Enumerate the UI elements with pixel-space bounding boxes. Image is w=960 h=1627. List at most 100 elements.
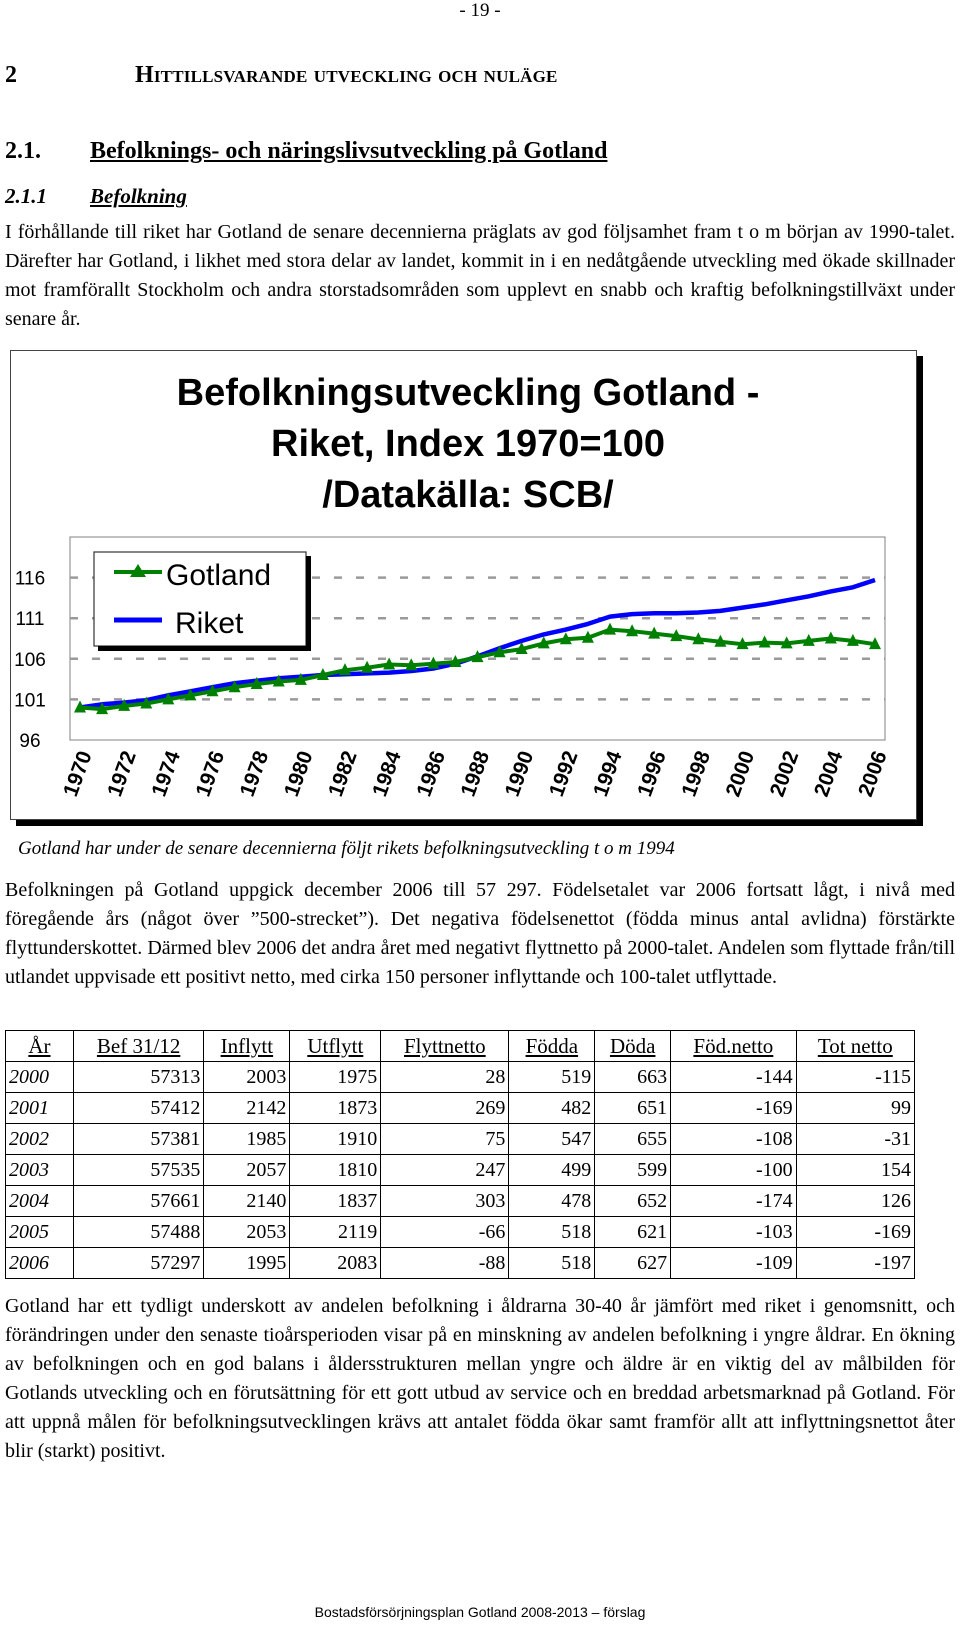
gotland-marker	[339, 663, 351, 676]
gotland-marker	[692, 632, 705, 645]
gotland-marker	[184, 688, 197, 701]
section-title: Befolknings- och näringslivsutveckling p…	[90, 138, 608, 164]
gotland-marker	[471, 650, 484, 663]
table-cell: -169	[795, 1216, 916, 1248]
page-number: - 19 -	[459, 0, 501, 21]
gotland-marker	[869, 637, 881, 650]
table-row: 2005 57488 2053 2119 -66 518 621 -103 -169	[5, 1216, 916, 1248]
x-tick-label: 2004	[810, 748, 848, 800]
section-heading: 2.1. Befolknings- och näringslivsutveckli…	[5, 138, 607, 165]
table-cell: -169	[670, 1092, 797, 1124]
table-row: 2006 57297 1995 2083 -88 518 627 -109 -197	[5, 1247, 916, 1279]
gotland-marker	[316, 668, 329, 681]
table-header-cell: Döda	[594, 1030, 672, 1062]
table-header-cell: Föd.netto	[670, 1030, 797, 1062]
table-cell: 247	[380, 1154, 510, 1186]
chart-caption: Gotland har under de senare decennierna …	[18, 838, 675, 859]
section-number: 2.1.	[5, 138, 41, 164]
table-cell: -66	[380, 1216, 510, 1248]
gotland-marker	[714, 634, 727, 647]
table-body: 2000 57313 2003 1975 28 519 663 -144 -115 2001 574…	[5, 1061, 916, 1279]
table-cell: -109	[670, 1247, 797, 1279]
table-cell: 57661	[72, 1185, 205, 1217]
x-tick-label: 1974	[147, 748, 185, 800]
table-cell: 482	[508, 1092, 596, 1124]
gotland-marker	[74, 700, 86, 713]
table-cell: 547	[508, 1123, 596, 1155]
x-tick-label: 1976	[192, 748, 230, 800]
table-row: 2000 57313 2003 1975 28 519 663 -144 -115	[5, 1061, 916, 1093]
gotland-marker	[758, 635, 771, 648]
table-cell: 28	[380, 1061, 510, 1093]
table-year-cell: 2000	[5, 1061, 74, 1093]
gotland-marker	[250, 676, 263, 689]
table-cell: 57488	[72, 1216, 205, 1248]
table-cell: 663	[594, 1061, 672, 1093]
table-cell: 1873	[289, 1092, 382, 1124]
table-cell: -115	[795, 1061, 916, 1093]
gotland-marker	[846, 633, 859, 646]
x-axis-ticks: 1970 1972 1974 1976 1978 1980 1982 1984 1986 1988…	[59, 748, 892, 800]
chart-legend: Gotland Riket	[93, 551, 311, 651]
chart-title-line: Befolkningsutveckling Gotland -	[177, 372, 760, 414]
table-header-cell: Utflytt	[289, 1030, 382, 1062]
table-year-cell: 2003	[5, 1154, 74, 1186]
y-axis-ticks: 96 101 106 111 116	[14, 569, 46, 752]
table-cell: 2140	[203, 1185, 291, 1217]
table-cell: 2057	[203, 1154, 291, 1186]
table-year-cell: 2006	[5, 1247, 74, 1279]
table-cell: 2083	[289, 1247, 382, 1279]
table-year-cell: 2004	[5, 1185, 74, 1217]
table-cell: 1995	[203, 1247, 291, 1279]
gotland-marker	[736, 637, 749, 650]
chart-title: Befolkningsutveckling Gotland - Riket, In…	[177, 372, 760, 516]
x-tick-label: 2006	[854, 748, 892, 800]
chart-title-line: /Datakälla: SCB/	[322, 474, 614, 516]
table-cell: 1810	[289, 1154, 382, 1186]
x-tick-label: 1994	[589, 748, 627, 800]
table-cell: 478	[508, 1185, 596, 1217]
x-tick-label: 2002	[766, 748, 804, 800]
table-cell: 627	[594, 1247, 672, 1279]
table-header-cell: Bef 31/12	[72, 1030, 205, 1062]
chapter-heading: 2 Hittillsvarande utveckling och nuläge	[5, 62, 558, 89]
gotland-marker	[449, 655, 462, 668]
x-tick-label: 1978	[236, 748, 274, 800]
table-cell: 621	[594, 1216, 672, 1248]
x-tick-label: 1992	[545, 748, 583, 800]
table-header-cell: Födda	[508, 1030, 596, 1062]
table-cell: -197	[795, 1247, 916, 1279]
table-header-cell: År	[5, 1030, 74, 1062]
table-cell: 269	[380, 1092, 510, 1124]
table-header-cell: Tot netto	[795, 1030, 916, 1062]
x-tick-label: 1982	[324, 748, 362, 800]
gotland-marker	[140, 696, 153, 709]
gotland-marker	[162, 692, 175, 705]
table-cell: 57535	[72, 1154, 205, 1186]
table-cell: 1985	[203, 1123, 291, 1155]
population-index-chart: Befolkningsutveckling Gotland - Riket, In…	[14, 372, 892, 800]
page-footer: Bostadsförsörjningsplan Gotland 2008-201…	[314, 1604, 646, 1620]
table-cell: 1837	[289, 1185, 382, 1217]
gotland-marker	[559, 632, 572, 645]
legend-shadow-right	[306, 556, 311, 650]
gotland-marker	[427, 656, 440, 669]
x-tick-label: 1988	[457, 748, 495, 800]
y-tick-label: 111	[16, 609, 45, 630]
gotland-marker	[515, 642, 528, 655]
gotland-marker	[604, 622, 616, 635]
table-cell: 303	[380, 1185, 510, 1217]
gotland-marker	[272, 674, 285, 687]
table-cell: 655	[594, 1123, 672, 1155]
table-cell: -100	[670, 1154, 797, 1186]
table-cell: -103	[670, 1216, 797, 1248]
table-cell: 2142	[203, 1092, 291, 1124]
gotland-marker	[383, 657, 396, 670]
table-cell: -31	[795, 1123, 916, 1155]
table-row: 2003 57535 2057 1810 247 499 599 -100 154	[5, 1154, 916, 1186]
gotland-marker	[824, 631, 837, 644]
table-header-cell: Inflytt	[203, 1030, 291, 1062]
table-cell: 651	[594, 1092, 672, 1124]
x-tick-label: 1972	[103, 748, 141, 800]
table-cell: -88	[380, 1247, 510, 1279]
